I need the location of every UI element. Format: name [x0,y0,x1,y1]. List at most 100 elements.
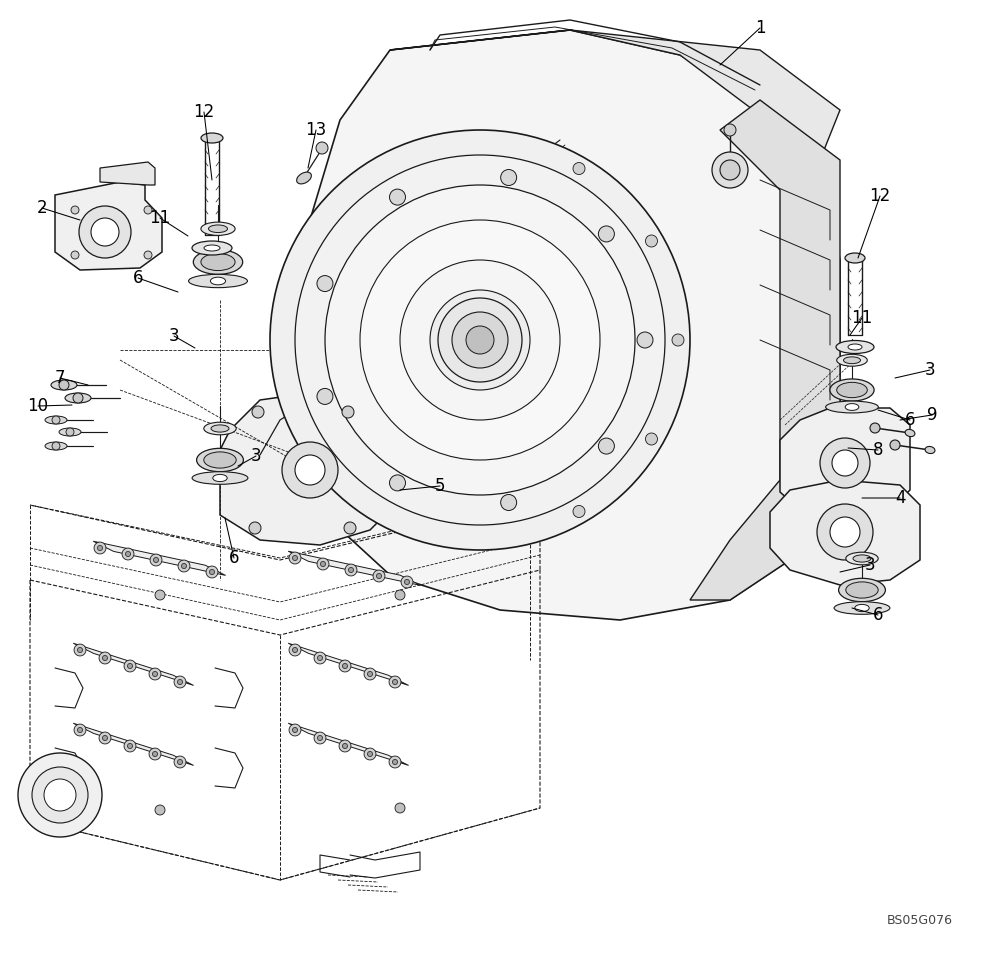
Circle shape [127,663,133,668]
Circle shape [342,744,348,749]
Ellipse shape [837,355,867,366]
Circle shape [325,185,635,495]
Text: 11: 11 [149,209,171,227]
Circle shape [181,563,187,569]
Polygon shape [310,30,840,620]
Circle shape [44,779,76,811]
Circle shape [395,590,405,600]
Circle shape [289,552,301,564]
Circle shape [32,767,88,823]
Circle shape [71,251,79,259]
Ellipse shape [855,604,869,612]
Circle shape [316,142,328,154]
Circle shape [155,805,165,815]
Circle shape [712,152,748,188]
Circle shape [66,428,74,436]
Ellipse shape [201,253,235,271]
Circle shape [376,574,382,578]
Text: 6: 6 [873,606,883,624]
Circle shape [77,647,83,653]
Circle shape [174,756,186,768]
Circle shape [94,542,106,554]
Circle shape [249,522,261,534]
Circle shape [830,517,860,547]
Ellipse shape [51,380,77,390]
Ellipse shape [297,172,311,184]
Circle shape [317,656,323,661]
Circle shape [282,442,338,498]
Circle shape [724,124,736,136]
Circle shape [501,494,517,511]
Circle shape [314,732,326,744]
Circle shape [364,668,376,680]
Circle shape [389,756,401,768]
Circle shape [401,576,413,588]
Polygon shape [390,30,840,160]
Circle shape [144,251,152,259]
Text: 12: 12 [193,103,215,121]
Ellipse shape [208,225,228,232]
Circle shape [373,570,385,582]
Text: 4: 4 [895,489,905,507]
Circle shape [820,438,870,488]
Circle shape [102,656,108,661]
Circle shape [367,751,373,756]
Circle shape [149,748,161,760]
Circle shape [174,676,186,688]
Circle shape [317,558,329,570]
Circle shape [320,561,326,567]
Circle shape [292,555,298,560]
Ellipse shape [192,471,248,485]
Ellipse shape [845,253,865,263]
Circle shape [339,740,351,752]
Polygon shape [100,162,155,185]
Circle shape [317,275,333,292]
Circle shape [573,506,585,517]
Circle shape [392,680,398,684]
Circle shape [73,393,83,403]
Ellipse shape [45,416,67,424]
Circle shape [404,579,410,584]
Polygon shape [220,390,400,545]
Polygon shape [55,182,162,270]
Circle shape [150,554,162,566]
Circle shape [71,206,79,214]
Circle shape [206,566,218,578]
Ellipse shape [201,133,223,143]
Polygon shape [288,552,421,585]
Circle shape [672,334,684,346]
Text: 9: 9 [927,406,937,424]
Circle shape [292,647,298,653]
Ellipse shape [845,403,859,410]
Circle shape [400,260,560,420]
Text: 12: 12 [869,187,891,205]
Text: 6: 6 [905,411,915,429]
Ellipse shape [211,424,229,432]
Circle shape [289,724,301,736]
Circle shape [720,160,740,180]
Circle shape [430,290,530,390]
Circle shape [342,406,354,418]
Text: 7: 7 [55,369,65,387]
Ellipse shape [830,379,874,402]
Ellipse shape [59,428,81,436]
Ellipse shape [844,357,860,363]
Circle shape [832,450,858,476]
Circle shape [178,560,190,572]
Circle shape [79,206,131,258]
Circle shape [155,590,165,600]
Circle shape [339,660,351,672]
Circle shape [99,732,111,744]
Ellipse shape [846,553,878,565]
Circle shape [152,671,158,677]
Polygon shape [288,723,409,766]
Ellipse shape [65,393,91,403]
Circle shape [645,235,657,247]
Circle shape [122,548,134,560]
Ellipse shape [197,448,243,471]
Ellipse shape [189,274,247,288]
Text: 3: 3 [925,361,935,379]
Ellipse shape [848,344,862,350]
Text: 6: 6 [133,269,143,287]
Circle shape [392,759,398,765]
